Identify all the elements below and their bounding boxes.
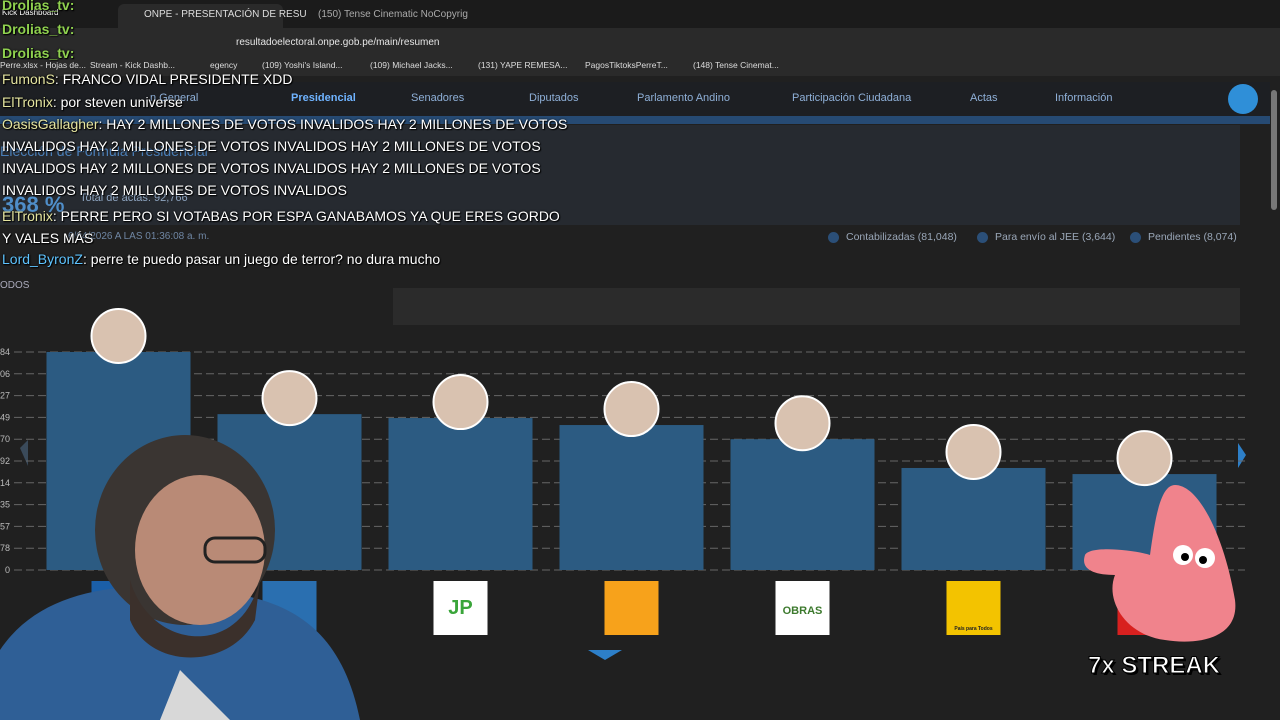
y-tick-label: 0 bbox=[5, 565, 10, 575]
bar bbox=[730, 439, 875, 570]
y-tick-label: 70 bbox=[0, 434, 10, 444]
party-name: OBRAS bbox=[783, 605, 823, 617]
total-actas: Total de actas: 92,766 bbox=[80, 192, 188, 204]
candidate-photo bbox=[774, 395, 831, 452]
nav-item[interactable]: Actas bbox=[970, 92, 998, 104]
legend-item: Para envío al JEE (3,644) bbox=[977, 231, 1115, 243]
chat-message: OasisGallagher: HAY 2 MILLONES DE VOTOS … bbox=[2, 113, 574, 201]
chat-text: : HAY 2 MILLONES DE VOTOS INVALIDOS HAY … bbox=[2, 116, 568, 198]
candidate-photo bbox=[261, 370, 318, 427]
nav-item[interactable]: n General bbox=[150, 92, 199, 104]
legend-item: Pendientes (8,074) bbox=[1130, 231, 1237, 243]
nav-item[interactable]: Presidencial bbox=[291, 92, 356, 104]
bar bbox=[388, 418, 533, 570]
chat-message: Drolias_tv: bbox=[2, 0, 562, 16]
chat-text: : PERRE PERO SI VOTABAS POR ESPA GANABAM… bbox=[2, 208, 560, 246]
scrollbar bbox=[1271, 90, 1277, 210]
candidate-photo bbox=[945, 423, 1002, 480]
filter[interactable]: ODOS bbox=[0, 280, 30, 291]
y-tick-label: 57 bbox=[0, 521, 10, 531]
candidate-photo bbox=[90, 308, 147, 364]
candidate-photo bbox=[1116, 430, 1173, 487]
bar bbox=[559, 425, 704, 570]
party-name: País para Todos bbox=[954, 626, 992, 632]
chat-user[interactable]: Drolias_tv: bbox=[2, 21, 75, 37]
y-tick-label: 06 bbox=[0, 369, 10, 379]
chat-user[interactable]: Lord_ByronZ bbox=[2, 251, 83, 267]
chat-user[interactable]: FumonS bbox=[2, 71, 55, 87]
y-tick-label: 84 bbox=[0, 347, 10, 357]
party-logo bbox=[604, 581, 659, 635]
y-tick-label: 49 bbox=[0, 412, 10, 422]
party-logo bbox=[946, 581, 1001, 635]
chat-message: Lord_ByronZ: perre te puedo pasar un jue… bbox=[2, 248, 562, 270]
percent: 368 % bbox=[2, 192, 65, 217]
bookmark[interactable]: PagosTiktoksPerreT... bbox=[585, 60, 668, 70]
party-logo bbox=[775, 581, 830, 635]
accessibility-button[interactable] bbox=[1228, 84, 1258, 114]
chat-text: : FRANCO VIDAL PRESIDENTE XDD bbox=[54, 71, 293, 87]
address-bar bbox=[0, 28, 1280, 56]
bookmark-bar bbox=[0, 56, 1280, 76]
dashboard-label: Kick Dashboard bbox=[2, 8, 59, 17]
y-tick-label: 35 bbox=[0, 500, 10, 510]
chat-message: FumonS: FRANCO VIDAL PRESIDENTE XDD bbox=[2, 68, 562, 90]
candidate-photo bbox=[432, 374, 489, 431]
bookmark[interactable]: egency bbox=[210, 60, 238, 70]
chat-user[interactable]: OasisGallagher bbox=[2, 116, 99, 132]
y-tick-label: 27 bbox=[0, 391, 10, 401]
candidate-photo bbox=[603, 381, 660, 438]
party-name: JP bbox=[448, 597, 472, 619]
legend-item: Contabilizadas (81,048) bbox=[828, 231, 957, 243]
chat-message: Drolias_tv: bbox=[2, 18, 562, 40]
party-logo bbox=[433, 581, 488, 635]
banner bbox=[393, 288, 1240, 325]
patrick-sticker bbox=[1084, 485, 1236, 642]
expand-arrow[interactable] bbox=[588, 650, 622, 660]
bar bbox=[901, 467, 1046, 570]
prev-arrow[interactable] bbox=[20, 440, 28, 466]
nav-item[interactable]: Parlamento Andino bbox=[637, 92, 730, 104]
chat-message: ElTronix: por steven universe bbox=[2, 91, 562, 113]
bookmark[interactable]: (109) Yoshi's Island... bbox=[262, 60, 343, 70]
webcam bbox=[0, 435, 360, 720]
chat-user[interactable]: Drolias_tv: bbox=[2, 0, 75, 13]
bookmark[interactable]: Perre.xlsx - Hojas de... bbox=[0, 60, 86, 70]
header-panel bbox=[0, 125, 1240, 225]
chat-text: : por steven universe bbox=[52, 94, 183, 110]
tab[interactable]: ONPE - PRESENTACIÓN DE RESU bbox=[118, 4, 307, 28]
nav-item[interactable]: Senadores bbox=[411, 92, 465, 104]
site-nav bbox=[0, 82, 1270, 116]
tab[interactable]: (150) Tense Cinematic NoCopyrig bbox=[318, 9, 468, 20]
chat-message: Drolias_tv: bbox=[2, 42, 562, 64]
bookmark[interactable]: (148) Tense Cinemat... bbox=[693, 60, 779, 70]
y-tick-label: 78 bbox=[0, 543, 10, 553]
chat-text: : perre te puedo pasar un juego de terro… bbox=[82, 251, 441, 267]
chat-user[interactable]: ElTronix bbox=[2, 208, 53, 224]
streak: 7x STREAK bbox=[1087, 652, 1221, 680]
chat-user[interactable]: Drolias_tv: bbox=[2, 45, 75, 61]
heading: Elección de Fórmula Presidencial bbox=[0, 143, 208, 159]
nav-underline bbox=[0, 116, 1270, 124]
updated: 6/04/2026 A LAS 01:36:08 a. m. bbox=[68, 231, 210, 242]
next-arrow[interactable] bbox=[1238, 443, 1246, 468]
nav-item[interactable]: Información bbox=[1055, 92, 1113, 104]
nav-item[interactable]: Participación Ciudadana bbox=[792, 92, 912, 104]
chat-user[interactable]: ElTronix bbox=[2, 94, 53, 110]
nav-item[interactable]: Diputados bbox=[529, 92, 579, 104]
url[interactable]: resultadoelectoral.onpe.gob.pe/main/resu… bbox=[236, 37, 440, 48]
y-tick-label: 14 bbox=[0, 478, 10, 488]
chat-message: ElTronix: PERRE PERO SI VOTABAS POR ESPA… bbox=[2, 205, 562, 249]
bookmark[interactable]: Stream - Kick Dashb... bbox=[90, 60, 176, 70]
bookmark[interactable]: (109) Michael Jacks... bbox=[370, 60, 453, 70]
bookmark[interactable]: (131) YAPE REMESA... bbox=[478, 60, 568, 70]
y-tick-label: 92 bbox=[0, 456, 10, 466]
